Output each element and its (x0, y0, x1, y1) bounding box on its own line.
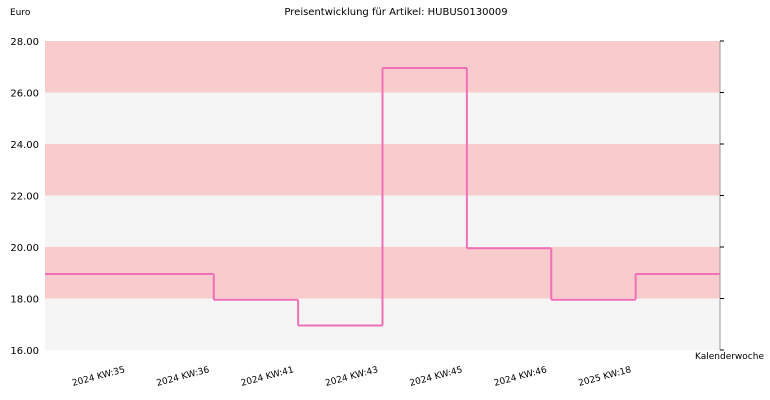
y-tick-label: 18.00 (10, 295, 39, 306)
x-tick-label: 2025 KW:18 (577, 365, 632, 389)
x-axis-label: Kalenderwoche (695, 352, 764, 362)
y-tick-label: 24.00 (10, 140, 39, 151)
x-tick-label: 2024 KW:35 (71, 365, 126, 389)
y-tick-label: 26.00 (10, 89, 39, 100)
y-tick-label: 22.00 (10, 192, 39, 203)
x-tick-label: 2024 KW:46 (493, 365, 548, 389)
x-tick-label: 2024 KW:36 (156, 365, 211, 389)
chart-title: Preisentwicklung für Artikel: HUBUS01300… (284, 7, 507, 18)
x-tick-label: 2024 KW:41 (240, 365, 295, 389)
y-tick-label: 28.00 (10, 37, 39, 48)
y-tick-label: 20.00 (10, 243, 39, 254)
x-tick-label: 2024 KW:45 (409, 365, 464, 389)
y-axis-label: Euro (10, 8, 31, 18)
x-tick-label: 2024 KW:43 (324, 365, 379, 389)
y-tick-label: 16.00 (10, 346, 39, 357)
